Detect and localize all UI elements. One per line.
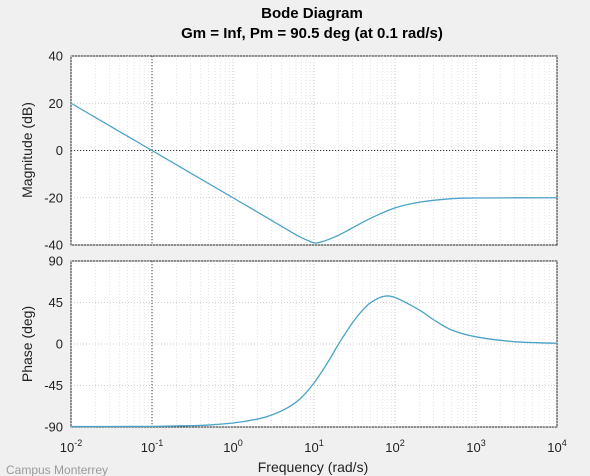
magnitude-y-tick-label: 20 bbox=[49, 96, 63, 111]
phase-y-tick-label: 90 bbox=[49, 254, 63, 269]
x-axis-label: Frequency (rad/s) bbox=[258, 459, 368, 475]
phase-y-label: Phase (deg) bbox=[19, 306, 35, 382]
x-tick-label: 10-2 bbox=[60, 438, 82, 455]
magnitude-y-tick-label: 40 bbox=[49, 49, 63, 64]
x-tick-label: 101 bbox=[304, 438, 323, 455]
phase-y-tick-label: 45 bbox=[49, 295, 63, 310]
chart-title: Bode Diagram bbox=[261, 5, 363, 22]
watermark-text: Campus Monterrey bbox=[6, 463, 108, 476]
x-tick-label: 104 bbox=[547, 438, 566, 455]
magnitude-y-label: Magnitude (dB) bbox=[19, 102, 35, 198]
magnitude-y-tick-label: -20 bbox=[44, 190, 63, 205]
x-tick-label: 102 bbox=[385, 438, 404, 455]
frequency-x-ticks: 10-2 10-1 100 101 102 103 104 bbox=[60, 438, 567, 455]
chart-subtitle: Gm = Inf, Pm = 90.5 deg (at 0.1 rad/s) bbox=[181, 25, 443, 42]
magnitude-panel: 40 20 0 -20 -40 Magnitude (dB) bbox=[19, 49, 557, 253]
x-tick-label: 100 bbox=[223, 438, 242, 455]
x-tick-label: 10-1 bbox=[141, 438, 163, 455]
phase-y-tick-label: 0 bbox=[56, 337, 63, 352]
phase-y-tick-label: -90 bbox=[44, 420, 63, 435]
phase-y-ticks: 90 45 0 -45 -90 bbox=[44, 254, 63, 435]
magnitude-y-tick-label: -40 bbox=[44, 238, 63, 253]
x-tick-label: 103 bbox=[466, 438, 485, 455]
magnitude-y-tick-label: 0 bbox=[56, 143, 63, 158]
phase-panel: 90 45 0 -45 -90 Phase (deg) bbox=[19, 254, 557, 435]
phase-y-tick-label: -45 bbox=[44, 378, 63, 393]
magnitude-y-ticks: 40 20 0 -20 -40 bbox=[44, 49, 63, 253]
